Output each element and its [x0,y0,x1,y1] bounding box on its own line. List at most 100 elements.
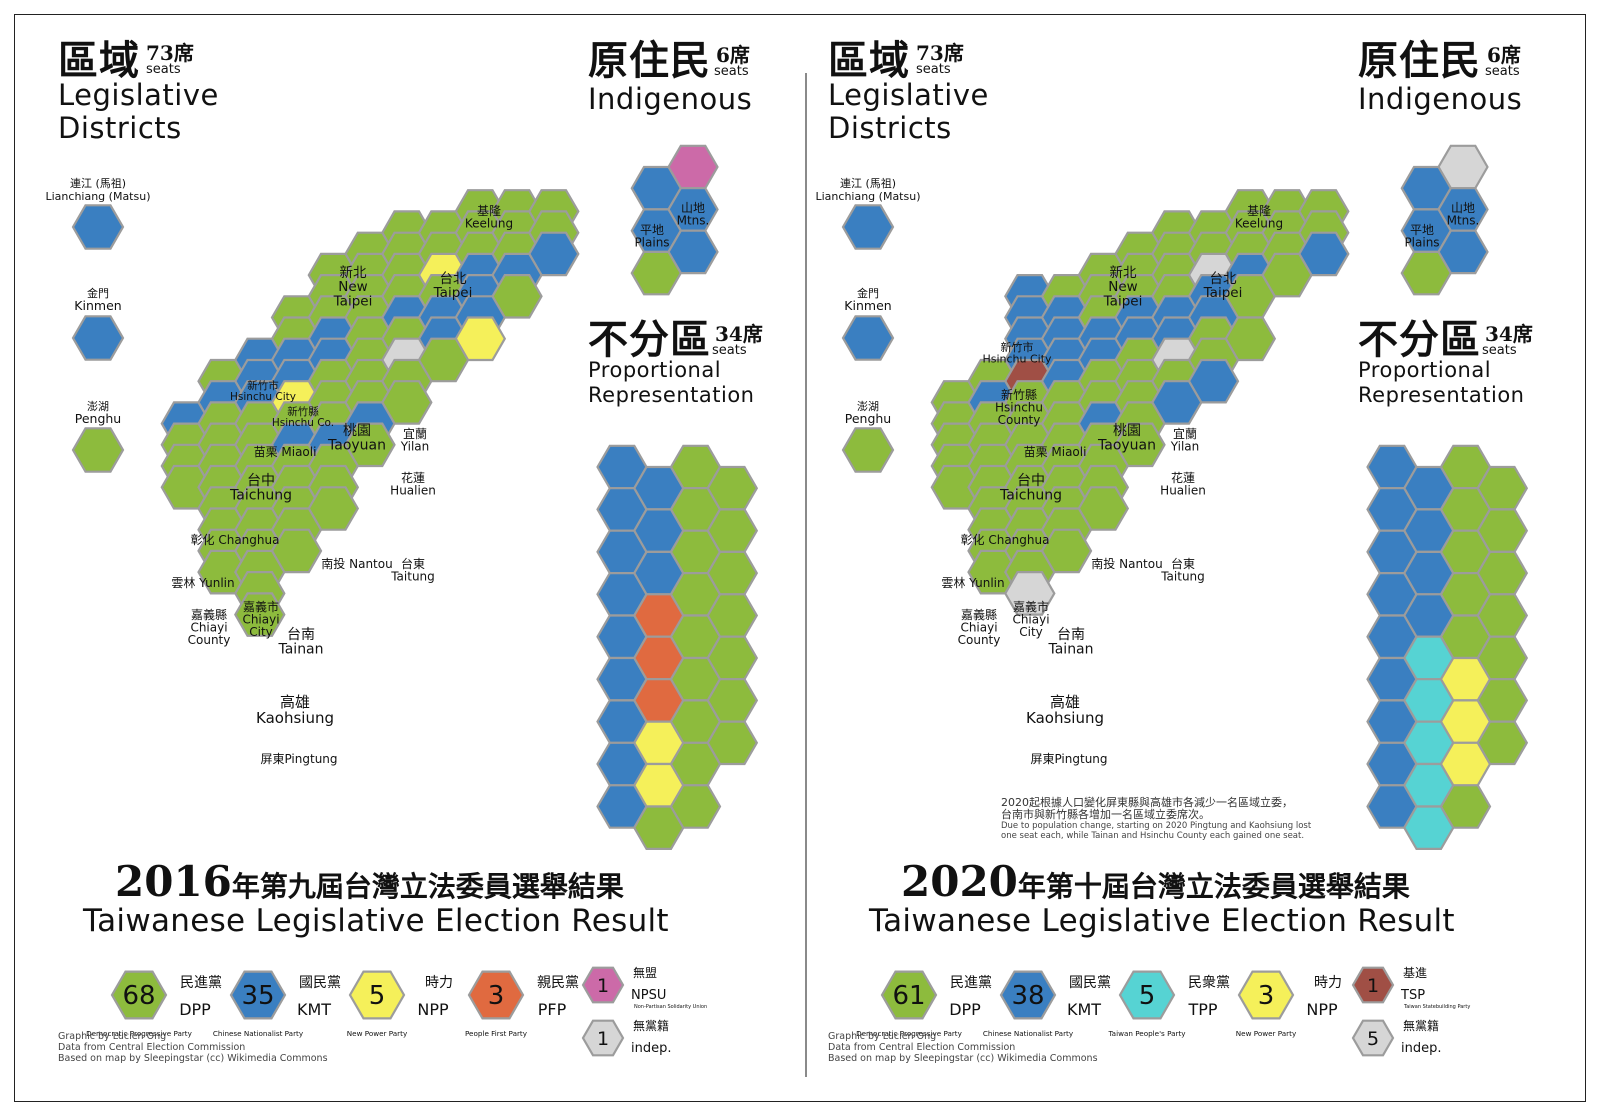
district-seats-word: seats [916,62,951,77]
indigenous-seats-word: seats [714,64,749,79]
map-label: 新竹市 [247,379,279,392]
credit-line: Graphic by Lucien Ong [58,1031,167,1042]
map-label: 屏東Pingtung [1030,752,1107,766]
map-label: 台東 [1171,556,1195,571]
map-label: Democratic Progressive Party [86,1029,193,1038]
poster-frame: 區域 73席 seats Legislative Districts 原住民 6… [14,14,1586,1102]
map-label: 無黨籍 [633,1018,669,1033]
pr-heading-en-1: Proportional [1358,358,1492,382]
map-label: 花蓮 [1171,470,1195,485]
map-label: 平地 [1410,223,1434,237]
pr-seat-count: 34席 [1485,322,1533,346]
legend-seat-count: 35 [241,981,274,1011]
map-label: 金門 [857,286,879,300]
map-label: New [1108,279,1137,295]
legend-hex-npsu [581,966,625,1004]
map-label: 宜蘭 [403,426,427,441]
seat-hex-penghu [841,427,895,473]
map-label: KMT [1067,1000,1101,1019]
pr-seat-hex [1476,720,1529,766]
pr-seat-hex [1476,465,1529,511]
district-seat-hex [1004,570,1056,616]
pr-seat-hex [1439,784,1492,829]
map-label: New Power Party [1236,1029,1297,1038]
map-label: 宜蘭 [1173,426,1197,441]
map-label: TPP [1187,1000,1217,1019]
legend-hex-kmt [229,970,287,1020]
map-label: 高雄 [280,693,310,711]
map-label: Taipei [1103,293,1143,309]
map-label: 無黨籍 [1403,1018,1439,1033]
map-label: 無盟 [633,965,657,980]
result-year: 2016 [115,857,232,906]
map-label: 山地 [681,201,705,215]
legend-hex-indep [1351,1019,1395,1057]
legend-seat-count: 5 [369,981,386,1011]
legend-hex-kmt [999,970,1057,1020]
map-label: indep. [631,1041,672,1056]
map-label: Taipei [1203,285,1243,301]
legend-hex-npp [1237,970,1295,1020]
map-label: Hsinchu City [982,353,1052,366]
map-label: 基進 [1403,966,1427,980]
map-label: 彰化 Changhua [961,532,1050,547]
map-label: County [958,633,1001,647]
result-title-rest: 年第九屆台灣立法委員選舉結果 [231,870,624,903]
map-label: 嘉義縣 [961,607,997,622]
map-label: PFP [538,1000,567,1019]
map-label: Yilan [400,440,430,454]
result-title-rest: 年第十屆台灣立法委員選舉結果 [1017,870,1410,903]
map-label: 澎湖 [87,400,109,413]
indigenous-seats-word: seats [1485,64,1520,79]
map-label: 苗栗 Miaoli [254,445,317,459]
pr-seats-word: seats [712,343,747,358]
legend-hex-tsp [1351,966,1395,1004]
note-en-line: one seat each, while Tainan and Hsinchu … [1001,831,1305,841]
pr-seat-hex [706,550,759,596]
map-label: Kinmen [844,298,891,313]
map-label: 嘉義市 [243,599,279,614]
map-label: City [249,625,273,639]
pr-heading-en-1: Proportional [588,358,722,382]
map-label: 新竹縣 [1001,387,1037,402]
pr-seats-word: seats [1482,343,1517,358]
map-label: Taichung [999,488,1062,504]
map-label: County [998,413,1041,427]
indigenous-seat-count: 6席 [1487,43,1521,67]
district-seat-count: 73席 [916,41,964,65]
pr-seat-hex [706,635,759,681]
indigenous-heading-cjk: 原住民 [1358,37,1481,84]
map-label: 新北 [1110,265,1138,281]
map-label: 時力 [1314,975,1342,991]
note-cjk-line: 台南市與新竹縣各增加一名區域立委席次。 [1001,808,1210,821]
map-label: 花蓮 [401,470,425,485]
pr-seat-count: 34席 [715,322,763,346]
pr-heading-en-2: Representation [588,383,755,407]
map-label: Lianchiang (Matsu) [46,190,151,203]
pr-heading-cjk: 不分區 [588,316,711,363]
seat-hex-lianchiang [841,204,895,250]
map-label: Mtns. [1447,214,1480,228]
map-label: New Power Party [347,1029,408,1038]
map-label: 南投 Nantou [321,556,392,571]
pr-seat-hex [1476,550,1529,596]
map-label: 基隆 [477,203,501,218]
map-label: 親民黨 [537,975,579,991]
note-en-line: Due to population change, starting on 20… [1001,821,1312,831]
map-label: County [188,633,231,647]
map-label: 新北 [340,265,367,281]
seat-hex-kinmen [71,315,125,361]
pr-seat-hex [706,465,759,511]
legend-seat-count: 3 [1258,981,1275,1011]
map-label: 連江 (馬祖) [840,176,896,190]
pr-seat-hex [1476,635,1529,681]
credits: Graphic by Lucien Ong Data from Central … [828,1031,1098,1064]
district-heading-en-1: Legislative [58,78,219,112]
map-label: 國民黨 [1069,975,1111,991]
map-label: 台北 [1210,271,1238,287]
pr-seat-hex [706,678,759,723]
credit-line: Data from Central Election Commission [828,1042,1016,1053]
map-label: 桃園 [1113,423,1141,439]
map-label: Democratic Progressive Party [856,1029,963,1038]
